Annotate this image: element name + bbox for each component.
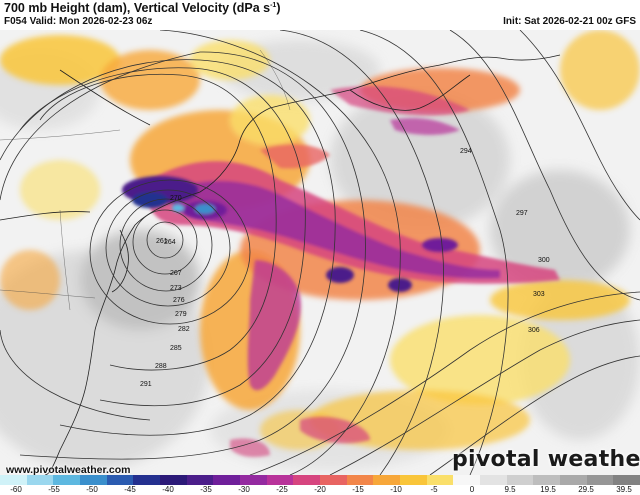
colorbar-tick-label: -50 <box>86 485 98 494</box>
contour-labels: 261 264 267 270 273 276 279 282 285 288 … <box>140 148 550 388</box>
colorbar-segment <box>186 475 214 485</box>
contour-label-291: 291 <box>140 381 152 388</box>
deep-core <box>122 176 458 292</box>
colorbar-segment <box>373 475 401 485</box>
contour-label-294: 294 <box>460 148 472 155</box>
colorbar-tick-label: -10 <box>390 485 402 494</box>
colorbar-tick-label: -45 <box>124 485 136 494</box>
colorbar-segment <box>560 475 587 485</box>
colorbar-segment <box>320 475 347 485</box>
init-time: Init: Sat 2026-02-21 00z GFS <box>503 16 636 27</box>
colorbar-segment <box>106 475 134 485</box>
colorbar-tick-label: 0 <box>469 485 475 494</box>
contour-label-285: 285 <box>170 345 182 352</box>
colorbar-segment <box>533 475 561 485</box>
colorbar-tick-label: -60 <box>10 485 22 494</box>
colorbar-segment <box>80 475 107 485</box>
header: 700 mb Height (dam), Vertical Velocity (… <box>0 0 640 30</box>
colorbar-tick-label: 19.5 <box>540 485 556 494</box>
colorbar-tick-label: 29.5 <box>578 485 594 494</box>
colorbar-segment <box>133 475 161 485</box>
colorbar-strip <box>0 475 640 485</box>
colorbar-segment <box>213 475 241 485</box>
contour-label-264: 264 <box>164 239 176 246</box>
weather-map: 261 264 267 270 273 276 279 282 285 288 … <box>0 30 640 475</box>
colorbar-segment <box>480 475 507 485</box>
colorbar: -60 -55 -50 -45 -40 -35 -30 -25 -20 -15 -10 -5 0 9.5 1… <box>0 475 640 495</box>
colorbar-segment <box>26 475 54 485</box>
colorbar-segment <box>346 475 374 485</box>
colorbar-tick-label: -40 <box>162 485 174 494</box>
contour-label-288: 288 <box>155 363 167 370</box>
colorbar-tick-label: -25 <box>276 485 288 494</box>
colorbar-tick-label: -55 <box>48 485 60 494</box>
state-borders <box>0 49 291 311</box>
colorbar-segment <box>506 475 534 485</box>
contour-label-270: 270 <box>170 195 182 202</box>
colorbar-tick-label: -30 <box>238 485 250 494</box>
height-contours <box>0 30 640 475</box>
website-watermark: www.pivotalweather.com <box>6 464 131 476</box>
colorbar-tick-label: -5 <box>430 485 438 494</box>
colorbar-segment <box>453 475 481 485</box>
valid-time: F054 Valid: Mon 2026-02-23 06z <box>4 16 153 27</box>
colorbar-ticks: -60 -55 -50 -45 -40 -35 -30 -25 -20 -15 -10 -5 0 9.5 1… <box>0 485 640 495</box>
colorbar-tick-label: 39.5 <box>616 485 632 494</box>
contour-label-306: 306 <box>528 327 540 334</box>
colorbar-segment <box>240 475 267 485</box>
brand-logo: pivotal weather <box>452 447 640 472</box>
colorbar-segment <box>426 475 454 485</box>
colorbar-tick-label: -15 <box>352 485 364 494</box>
colorbar-segment <box>53 475 81 485</box>
contour-label-303: 303 <box>533 291 545 298</box>
map-title: 700 mb Height (dam), Vertical Velocity (… <box>4 1 281 15</box>
colorbar-segment <box>160 475 187 485</box>
colorbar-tick-label: -20 <box>314 485 326 494</box>
colorbar-segment <box>586 475 614 485</box>
colorbar-segment <box>0 475 27 485</box>
contour-label-273: 273 <box>170 285 182 292</box>
colorbar-segment <box>613 475 640 485</box>
colorbar-segment <box>293 475 321 485</box>
contour-label-300: 300 <box>538 257 550 264</box>
colorbar-segment <box>266 475 294 485</box>
colorbar-tick-label: -35 <box>200 485 212 494</box>
contour-label-267: 267 <box>170 270 182 277</box>
contour-label-261: 261 <box>156 238 168 245</box>
contour-label-279: 279 <box>175 311 187 318</box>
contour-label-276: 276 <box>173 297 185 304</box>
contour-label-282: 282 <box>178 326 190 333</box>
colorbar-segment <box>400 475 427 485</box>
contour-label-297: 297 <box>516 210 528 217</box>
colorbar-tick-label: 9.5 <box>504 485 516 494</box>
coastlines <box>0 54 561 475</box>
